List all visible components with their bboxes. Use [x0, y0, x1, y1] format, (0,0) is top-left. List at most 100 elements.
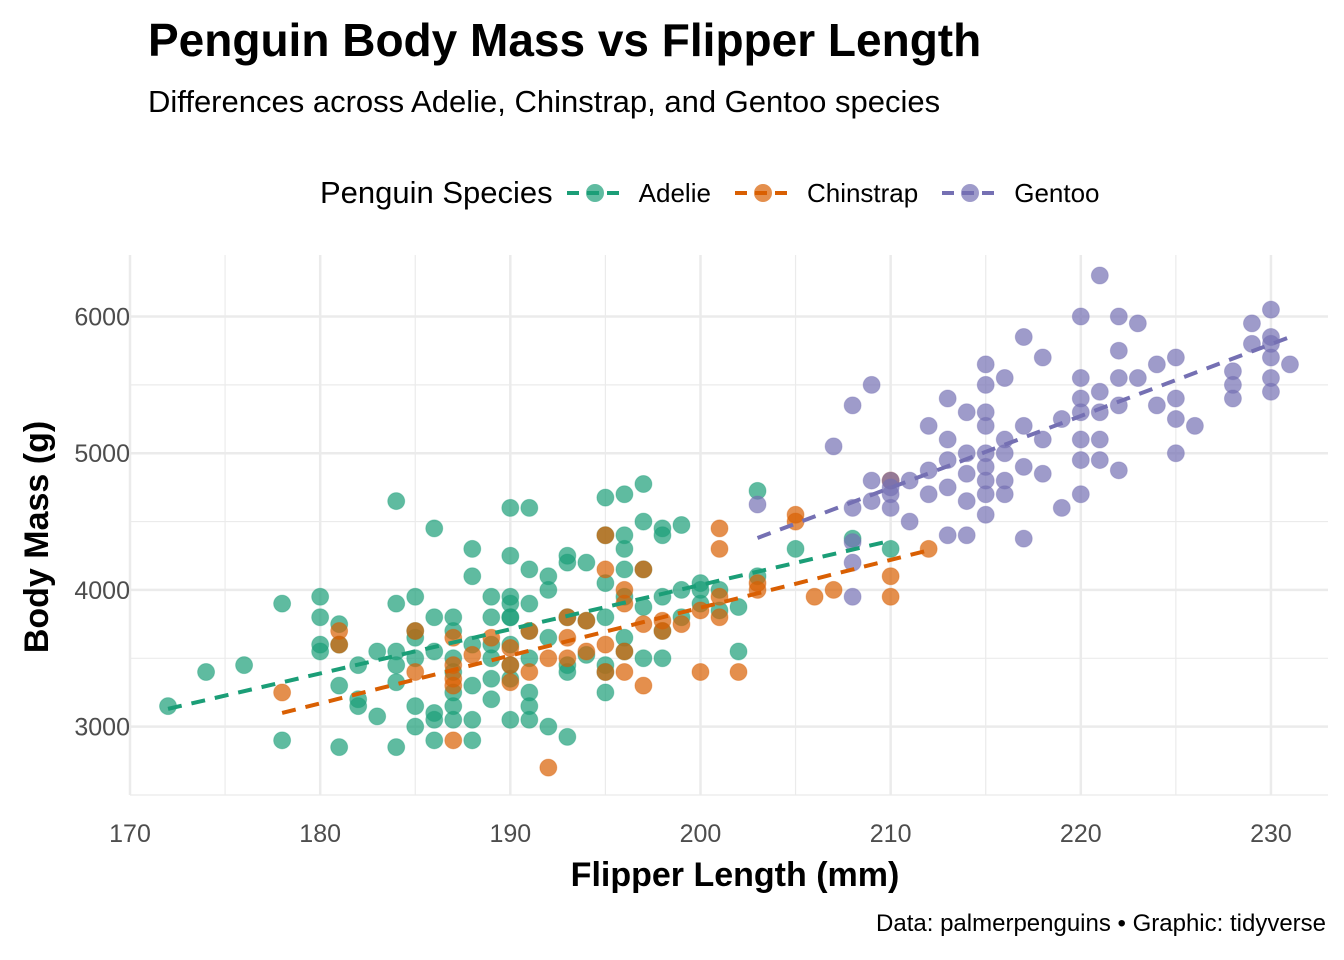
data-point-gentoo	[1261, 334, 1280, 353]
data-point-gentoo	[1071, 307, 1090, 326]
trend-line-adelie	[167, 538, 892, 711]
data-point-chinstrap	[881, 587, 900, 606]
data-point-adelie	[501, 608, 520, 627]
data-point-adelie	[596, 683, 615, 702]
data-point-chinstrap	[596, 526, 615, 545]
data-point-adelie	[615, 539, 634, 558]
data-point-adelie	[463, 567, 482, 586]
legend-item-gentoo: Gentoo	[940, 178, 1100, 209]
data-point-chinstrap	[615, 642, 634, 661]
data-point-gentoo	[1109, 341, 1128, 360]
data-point-adelie	[235, 656, 254, 675]
data-point-gentoo	[1014, 529, 1033, 548]
data-point-gentoo	[1109, 307, 1128, 326]
y-tick-labels: 3000 4000 5000 6000	[74, 304, 130, 742]
data-point-chinstrap	[919, 539, 938, 558]
data-point-chinstrap	[577, 642, 596, 661]
trend-line-gentoo	[756, 335, 1291, 540]
data-point-chinstrap	[710, 587, 729, 606]
data-point-chinstrap	[501, 639, 520, 658]
data-point-adelie	[501, 498, 520, 517]
data-point-chinstrap	[710, 519, 729, 538]
data-point-adelie	[482, 669, 501, 688]
data-point-gentoo	[1071, 485, 1090, 504]
legend-title: Penguin Species	[320, 175, 553, 210]
data-point-gentoo	[976, 375, 995, 394]
x-tick-label: 210	[870, 820, 912, 848]
data-point-gentoo	[938, 430, 957, 449]
data-point-gentoo	[843, 587, 862, 606]
data-point-gentoo	[995, 485, 1014, 504]
legend-label-chinstrap: Chinstrap	[806, 177, 919, 208]
data-point-adelie	[406, 717, 425, 736]
data-point-gentoo	[1052, 498, 1071, 517]
data-point-adelie	[501, 546, 520, 565]
data-point-chinstrap	[634, 676, 653, 695]
data-point-chinstrap	[330, 635, 349, 654]
data-point-adelie	[387, 492, 406, 511]
legend-key-adelie	[566, 184, 623, 202]
data-point-adelie	[463, 676, 482, 695]
data-point-chinstrap	[634, 560, 653, 579]
data-point-gentoo	[1261, 300, 1280, 319]
data-point-adelie	[444, 710, 463, 729]
data-point-gentoo	[1242, 314, 1261, 333]
data-point-chinstrap	[729, 662, 748, 681]
data-point-gentoo	[862, 471, 881, 490]
data-point-adelie	[653, 526, 672, 545]
trend-lines	[167, 335, 1291, 715]
y-axis-label: Body Mass (g)	[18, 421, 56, 653]
data-point-gentoo	[976, 485, 995, 504]
data-point-chinstrap	[672, 615, 691, 634]
legend-item-chinstrap: Chinstrap	[733, 178, 918, 209]
data-point-adelie	[482, 690, 501, 709]
y-tick-label: 3000	[74, 714, 130, 742]
data-point-chinstrap	[406, 621, 425, 640]
y-tick-label: 5000	[74, 440, 130, 468]
data-point-adelie	[482, 608, 501, 627]
data-point-chinstrap	[615, 662, 634, 681]
grid-lines	[128, 255, 1328, 796]
data-point-adelie	[596, 608, 615, 627]
data-point-gentoo	[862, 375, 881, 394]
chart-title: Penguin Body Mass vs Flipper Length	[148, 14, 982, 66]
data-point-adelie	[520, 710, 539, 729]
data-point-adelie	[311, 642, 330, 661]
x-axis-label: Flipper Length (mm)	[571, 856, 900, 894]
data-point-gentoo	[957, 464, 976, 483]
data-point-gentoo	[1090, 382, 1109, 401]
data-point-chinstrap	[691, 662, 710, 681]
chart-subtitle: Differences across Adelie, Chinstrap, an…	[148, 84, 941, 119]
data-point-chinstrap	[444, 676, 463, 695]
data-point-chinstrap	[273, 683, 292, 702]
data-point-chinstrap	[805, 587, 824, 606]
data-point-adelie	[387, 594, 406, 613]
data-point-gentoo	[1014, 457, 1033, 476]
x-tick-label: 170	[109, 820, 151, 848]
data-point-chinstrap	[653, 621, 672, 640]
data-point-adelie	[406, 697, 425, 716]
legend-label-adelie: Adelie	[638, 177, 711, 208]
y-tick-label: 4000	[74, 577, 130, 605]
data-point-gentoo	[938, 478, 957, 497]
data-point-gentoo	[881, 498, 900, 517]
data-point-adelie	[425, 710, 444, 729]
data-point-adelie	[634, 649, 653, 668]
data-point-chinstrap	[558, 649, 577, 668]
data-point-adelie	[273, 731, 292, 750]
data-point-gentoo	[1147, 355, 1166, 374]
data-point-adelie	[311, 587, 330, 606]
data-point-gentoo	[824, 437, 843, 456]
data-point-adelie	[425, 519, 444, 538]
data-point-chinstrap	[406, 662, 425, 681]
x-tick-label: 220	[1060, 820, 1102, 848]
x-tick-label: 200	[680, 820, 722, 848]
data-point-gentoo	[843, 396, 862, 415]
data-point-chinstrap	[444, 731, 463, 750]
data-point-adelie	[539, 628, 558, 647]
x-tick-label: 190	[489, 820, 531, 848]
x-tick-label: 180	[299, 820, 341, 848]
data-point-adelie	[520, 560, 539, 579]
data-point-adelie	[672, 580, 691, 599]
data-point-adelie	[786, 539, 805, 558]
